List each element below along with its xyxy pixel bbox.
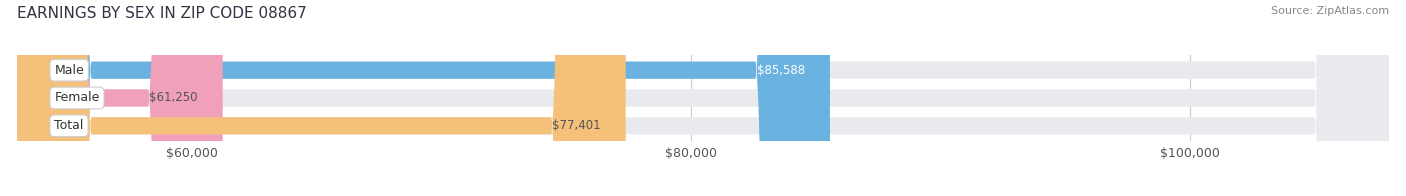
FancyBboxPatch shape	[17, 0, 626, 196]
Text: Female: Female	[55, 92, 100, 104]
Text: $85,588: $85,588	[756, 64, 806, 77]
Text: $77,401: $77,401	[553, 119, 600, 132]
FancyBboxPatch shape	[17, 0, 222, 196]
Text: $61,250: $61,250	[149, 92, 198, 104]
Text: Total: Total	[55, 119, 84, 132]
FancyBboxPatch shape	[17, 0, 1389, 196]
Text: Source: ZipAtlas.com: Source: ZipAtlas.com	[1271, 6, 1389, 16]
Text: Male: Male	[55, 64, 84, 77]
FancyBboxPatch shape	[17, 0, 1389, 196]
Text: EARNINGS BY SEX IN ZIP CODE 08867: EARNINGS BY SEX IN ZIP CODE 08867	[17, 6, 307, 21]
FancyBboxPatch shape	[17, 0, 830, 196]
FancyBboxPatch shape	[17, 0, 1389, 196]
